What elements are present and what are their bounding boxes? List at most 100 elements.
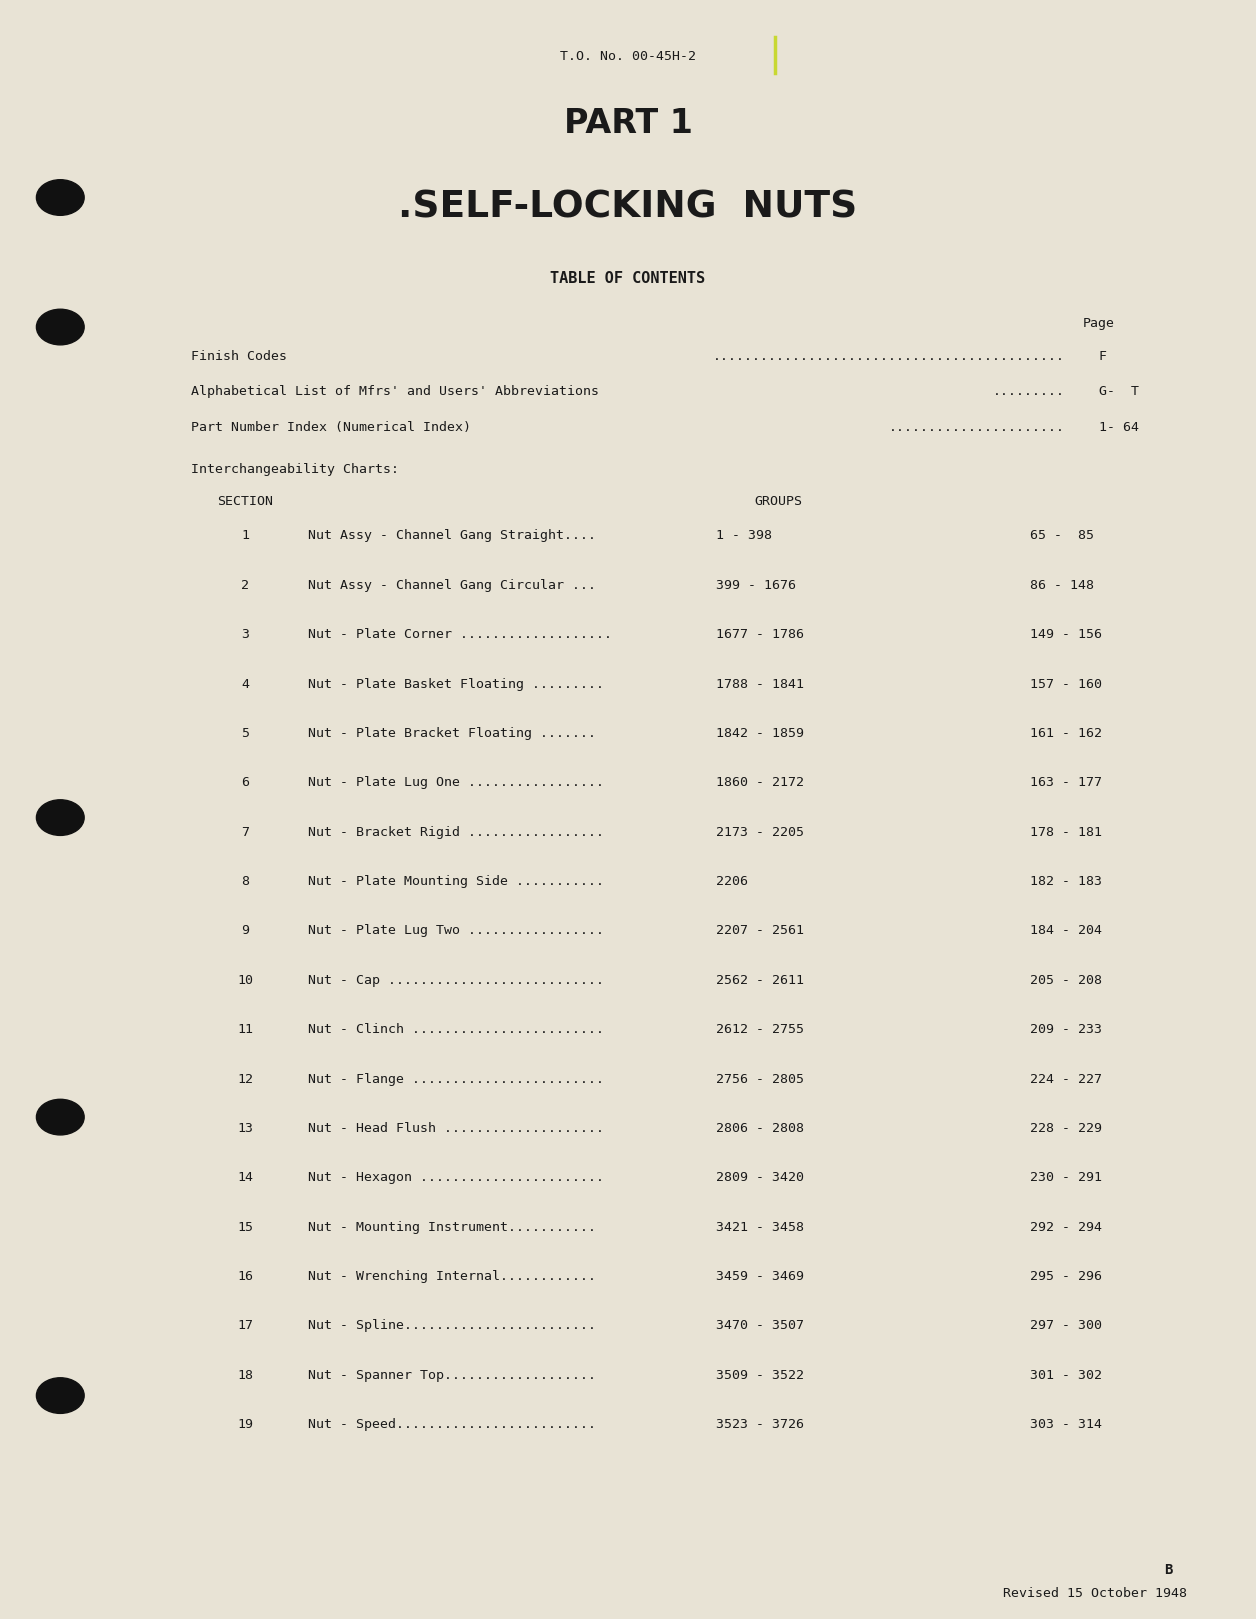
- Text: 184 - 204: 184 - 204: [1030, 924, 1102, 937]
- Text: 19: 19: [237, 1418, 252, 1431]
- Text: 86 - 148: 86 - 148: [1030, 578, 1094, 593]
- Ellipse shape: [36, 309, 84, 345]
- Text: 3509 - 3522: 3509 - 3522: [716, 1368, 804, 1383]
- Text: ......................: ......................: [889, 421, 1065, 434]
- Text: 3459 - 3469: 3459 - 3469: [716, 1269, 804, 1284]
- Text: 65 -  85: 65 - 85: [1030, 529, 1094, 542]
- Text: ............................................: ........................................…: [713, 350, 1065, 363]
- Text: Nut - Hexagon .......................: Nut - Hexagon .......................: [308, 1171, 604, 1185]
- Text: 224 - 227: 224 - 227: [1030, 1072, 1102, 1086]
- Text: Nut - Mounting Instrument...........: Nut - Mounting Instrument...........: [308, 1221, 595, 1234]
- Ellipse shape: [36, 1378, 84, 1413]
- Text: Nut - Flange ........................: Nut - Flange ........................: [308, 1072, 604, 1086]
- Text: 1677 - 1786: 1677 - 1786: [716, 628, 804, 641]
- Text: .........: .........: [993, 385, 1065, 398]
- Text: Nut Assy - Channel Gang Circular ...: Nut Assy - Channel Gang Circular ...: [308, 578, 595, 593]
- Text: 3470 - 3507: 3470 - 3507: [716, 1319, 804, 1332]
- Text: 399 - 1676: 399 - 1676: [716, 578, 796, 593]
- Text: 163 - 177: 163 - 177: [1030, 776, 1102, 790]
- Text: 17: 17: [237, 1319, 252, 1332]
- Text: Nut - Plate Basket Floating .........: Nut - Plate Basket Floating .........: [308, 677, 604, 691]
- Text: 9: 9: [241, 924, 249, 937]
- Text: 11: 11: [237, 1023, 252, 1036]
- Text: Nut - Spanner Top...................: Nut - Spanner Top...................: [308, 1368, 595, 1383]
- Ellipse shape: [36, 800, 84, 835]
- Text: 2: 2: [241, 578, 249, 593]
- Text: Nut - Head Flush ....................: Nut - Head Flush ....................: [308, 1122, 604, 1135]
- Text: Revised 15 October 1948: Revised 15 October 1948: [1004, 1587, 1187, 1600]
- Text: Finish Codes: Finish Codes: [191, 350, 286, 363]
- Text: 209 - 233: 209 - 233: [1030, 1023, 1102, 1036]
- Text: Nut - Spline........................: Nut - Spline........................: [308, 1319, 595, 1332]
- Text: 2207 - 2561: 2207 - 2561: [716, 924, 804, 937]
- Text: 2806 - 2808: 2806 - 2808: [716, 1122, 804, 1135]
- Text: 2562 - 2611: 2562 - 2611: [716, 973, 804, 988]
- Text: PART 1: PART 1: [564, 107, 692, 139]
- Text: 1- 64: 1- 64: [1099, 421, 1139, 434]
- Text: 157 - 160: 157 - 160: [1030, 677, 1102, 691]
- Text: 10: 10: [237, 973, 252, 988]
- Text: 1860 - 2172: 1860 - 2172: [716, 776, 804, 790]
- Text: F: F: [1099, 350, 1107, 363]
- Text: Nut - Speed.........................: Nut - Speed.........................: [308, 1418, 595, 1431]
- Text: 7: 7: [241, 826, 249, 839]
- Text: 178 - 181: 178 - 181: [1030, 826, 1102, 839]
- Text: Nut - Plate Bracket Floating .......: Nut - Plate Bracket Floating .......: [308, 727, 595, 740]
- Text: G-  T: G- T: [1099, 385, 1139, 398]
- Text: 303 - 314: 303 - 314: [1030, 1418, 1102, 1431]
- Text: 1 - 398: 1 - 398: [716, 529, 772, 542]
- Text: 1: 1: [241, 529, 249, 542]
- Text: Nut - Cap ...........................: Nut - Cap ...........................: [308, 973, 604, 988]
- Text: Nut - Plate Mounting Side ...........: Nut - Plate Mounting Side ...........: [308, 874, 604, 889]
- Text: 292 - 294: 292 - 294: [1030, 1221, 1102, 1234]
- Text: Nut - Plate Lug Two .................: Nut - Plate Lug Two .................: [308, 924, 604, 937]
- Text: 12: 12: [237, 1072, 252, 1086]
- Text: 3: 3: [241, 628, 249, 641]
- Text: 14: 14: [237, 1171, 252, 1185]
- Text: 230 - 291: 230 - 291: [1030, 1171, 1102, 1185]
- Text: Part Number Index (Numerical Index): Part Number Index (Numerical Index): [191, 421, 471, 434]
- Text: Alphabetical List of Mfrs' and Users' Abbreviations: Alphabetical List of Mfrs' and Users' Ab…: [191, 385, 599, 398]
- Ellipse shape: [36, 180, 84, 215]
- Ellipse shape: [36, 1099, 84, 1135]
- Text: .SELF-LOCKING  NUTS: .SELF-LOCKING NUTS: [398, 189, 858, 225]
- Text: 297 - 300: 297 - 300: [1030, 1319, 1102, 1332]
- Text: 5: 5: [241, 727, 249, 740]
- Text: 301 - 302: 301 - 302: [1030, 1368, 1102, 1383]
- Text: 1788 - 1841: 1788 - 1841: [716, 677, 804, 691]
- Text: Nut - Wrenching Internal............: Nut - Wrenching Internal............: [308, 1269, 595, 1284]
- Text: SECTION: SECTION: [217, 495, 273, 508]
- Text: 6: 6: [241, 776, 249, 790]
- Text: 295 - 296: 295 - 296: [1030, 1269, 1102, 1284]
- Text: GROUPS: GROUPS: [755, 495, 803, 508]
- Text: 3421 - 3458: 3421 - 3458: [716, 1221, 804, 1234]
- Text: 2206: 2206: [716, 874, 747, 889]
- Text: 13: 13: [237, 1122, 252, 1135]
- Text: 3523 - 3726: 3523 - 3726: [716, 1418, 804, 1431]
- Text: 228 - 229: 228 - 229: [1030, 1122, 1102, 1135]
- Text: 8: 8: [241, 874, 249, 889]
- Text: Nut Assy - Channel Gang Straight....: Nut Assy - Channel Gang Straight....: [308, 529, 595, 542]
- Text: 1842 - 1859: 1842 - 1859: [716, 727, 804, 740]
- Text: 182 - 183: 182 - 183: [1030, 874, 1102, 889]
- Text: 205 - 208: 205 - 208: [1030, 973, 1102, 988]
- Text: Page: Page: [1083, 317, 1115, 330]
- Text: 2756 - 2805: 2756 - 2805: [716, 1072, 804, 1086]
- Text: 16: 16: [237, 1269, 252, 1284]
- Text: 15: 15: [237, 1221, 252, 1234]
- Text: 161 - 162: 161 - 162: [1030, 727, 1102, 740]
- Text: Nut - Plate Corner ...................: Nut - Plate Corner ...................: [308, 628, 612, 641]
- Text: 2809 - 3420: 2809 - 3420: [716, 1171, 804, 1185]
- Text: Nut - Clinch ........................: Nut - Clinch ........................: [308, 1023, 604, 1036]
- Text: T.O. No. 00-45H-2: T.O. No. 00-45H-2: [560, 50, 696, 63]
- Text: 149 - 156: 149 - 156: [1030, 628, 1102, 641]
- Text: Nut - Bracket Rigid .................: Nut - Bracket Rigid .................: [308, 826, 604, 839]
- Text: 2612 - 2755: 2612 - 2755: [716, 1023, 804, 1036]
- Text: TABLE OF CONTENTS: TABLE OF CONTENTS: [550, 270, 706, 287]
- Text: 18: 18: [237, 1368, 252, 1383]
- Text: 2173 - 2205: 2173 - 2205: [716, 826, 804, 839]
- Text: Interchangeability Charts:: Interchangeability Charts:: [191, 463, 399, 476]
- Text: Nut - Plate Lug One .................: Nut - Plate Lug One .................: [308, 776, 604, 790]
- Text: B: B: [1164, 1564, 1172, 1577]
- Text: 4: 4: [241, 677, 249, 691]
